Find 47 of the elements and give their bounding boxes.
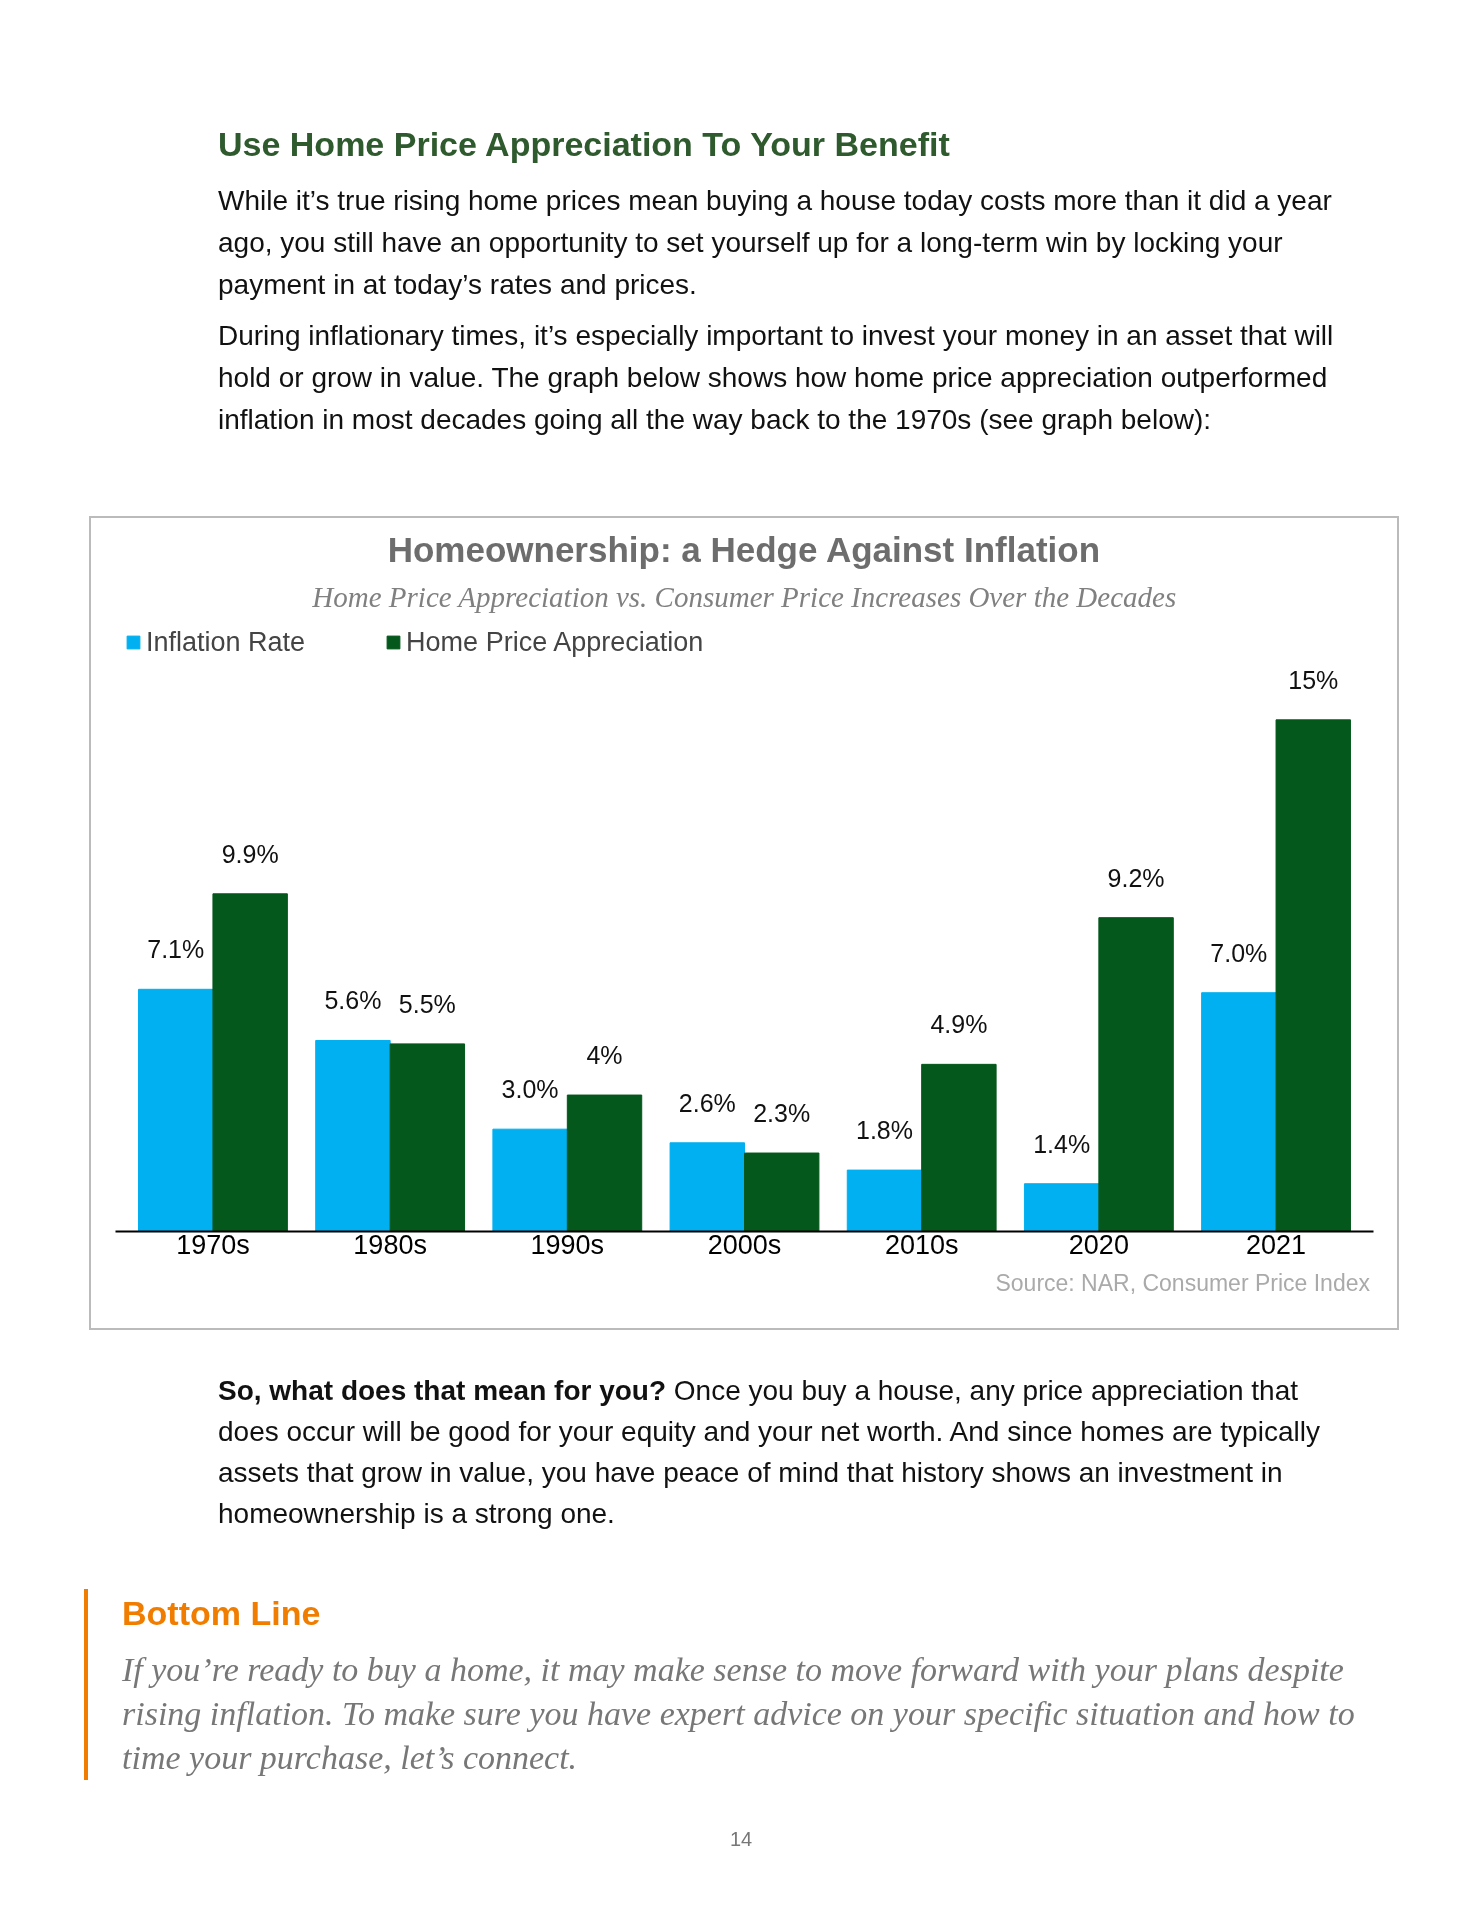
x-tick-label: 2021 [1246, 1229, 1307, 1260]
bar [1098, 916, 1174, 1232]
data-label: 9.2% [1107, 863, 1165, 892]
data-label: 1.4% [1033, 1129, 1091, 1158]
source-note: Source: NAR, Consumer Price Index [994, 1268, 1370, 1298]
bar [669, 1141, 745, 1232]
x-tick-label: 2000s [707, 1229, 782, 1260]
text: 14 [730, 1826, 753, 1852]
x-tick-label: 1990s [530, 1229, 605, 1260]
data-label: 4% [586, 1040, 623, 1069]
data-label: 1.8% [855, 1115, 913, 1144]
bar [1201, 991, 1277, 1232]
data-label: 9.9% [221, 839, 279, 868]
data-label: 2.6% [678, 1088, 736, 1117]
text: During inflationary times, it’s especially important to invest your money in an asset that will hold or grow in value. The graph below shows how home price appreciation outperformed inflation in most decades going all the way back to the 1970s (see graph below): [218, 318, 1335, 437]
data-label: 7.0% [1210, 938, 1268, 967]
bar [1023, 1182, 1100, 1232]
bar [921, 1063, 997, 1232]
data-label: 5.5% [398, 989, 456, 1018]
text: If you’re ready to buy a home, it may make sense to move forward with your plans despite rising inflation. To make sure you have expert advice on your specific situation and how to time your purchase, let’s connect. [122, 1649, 1356, 1778]
bar [846, 1169, 923, 1232]
text: While it’s true rising home prices mean buying a house today costs more than it did a year ago, you still have an opportunity to set yourself up for a long-term win by locking your payment in at today’s rates and prices. [218, 183, 1333, 302]
chart-subtitle: Home Price Appreciation vs. Consumer Price Increases Over the Decades [311, 580, 1177, 613]
legend-label: Inflation Rate [146, 626, 306, 658]
bar [315, 1039, 391, 1232]
data-label: 2.3% [753, 1098, 811, 1127]
bar [744, 1152, 820, 1232]
bar [566, 1094, 643, 1232]
data-label: 3.0% [501, 1074, 559, 1103]
bar [138, 988, 214, 1232]
bar [212, 892, 288, 1232]
text: Use Home Price Appreciation To Your Benefit [218, 124, 950, 165]
legend-label: Home Price Appreciation [406, 626, 704, 658]
bar [1275, 718, 1351, 1232]
text: Bottom Line [122, 1593, 322, 1635]
data-label: 7.1% [147, 934, 205, 963]
x-tick-label: 1970s [176, 1229, 250, 1260]
bar [492, 1128, 568, 1232]
x-tick-label: 1980s [353, 1229, 427, 1260]
x-tick-label: 2020 [1068, 1229, 1129, 1260]
chart-title: Homeownership: a Hedge Against Inflation [387, 529, 1101, 569]
x-tick-label: 2010s [884, 1229, 959, 1260]
data-label: 15% [1288, 665, 1339, 694]
data-label: 5.6% [324, 986, 382, 1015]
text: So, what does that mean for you? [218, 1375, 667, 1407]
bar [389, 1042, 466, 1232]
data-label: 4.9% [930, 1009, 988, 1038]
